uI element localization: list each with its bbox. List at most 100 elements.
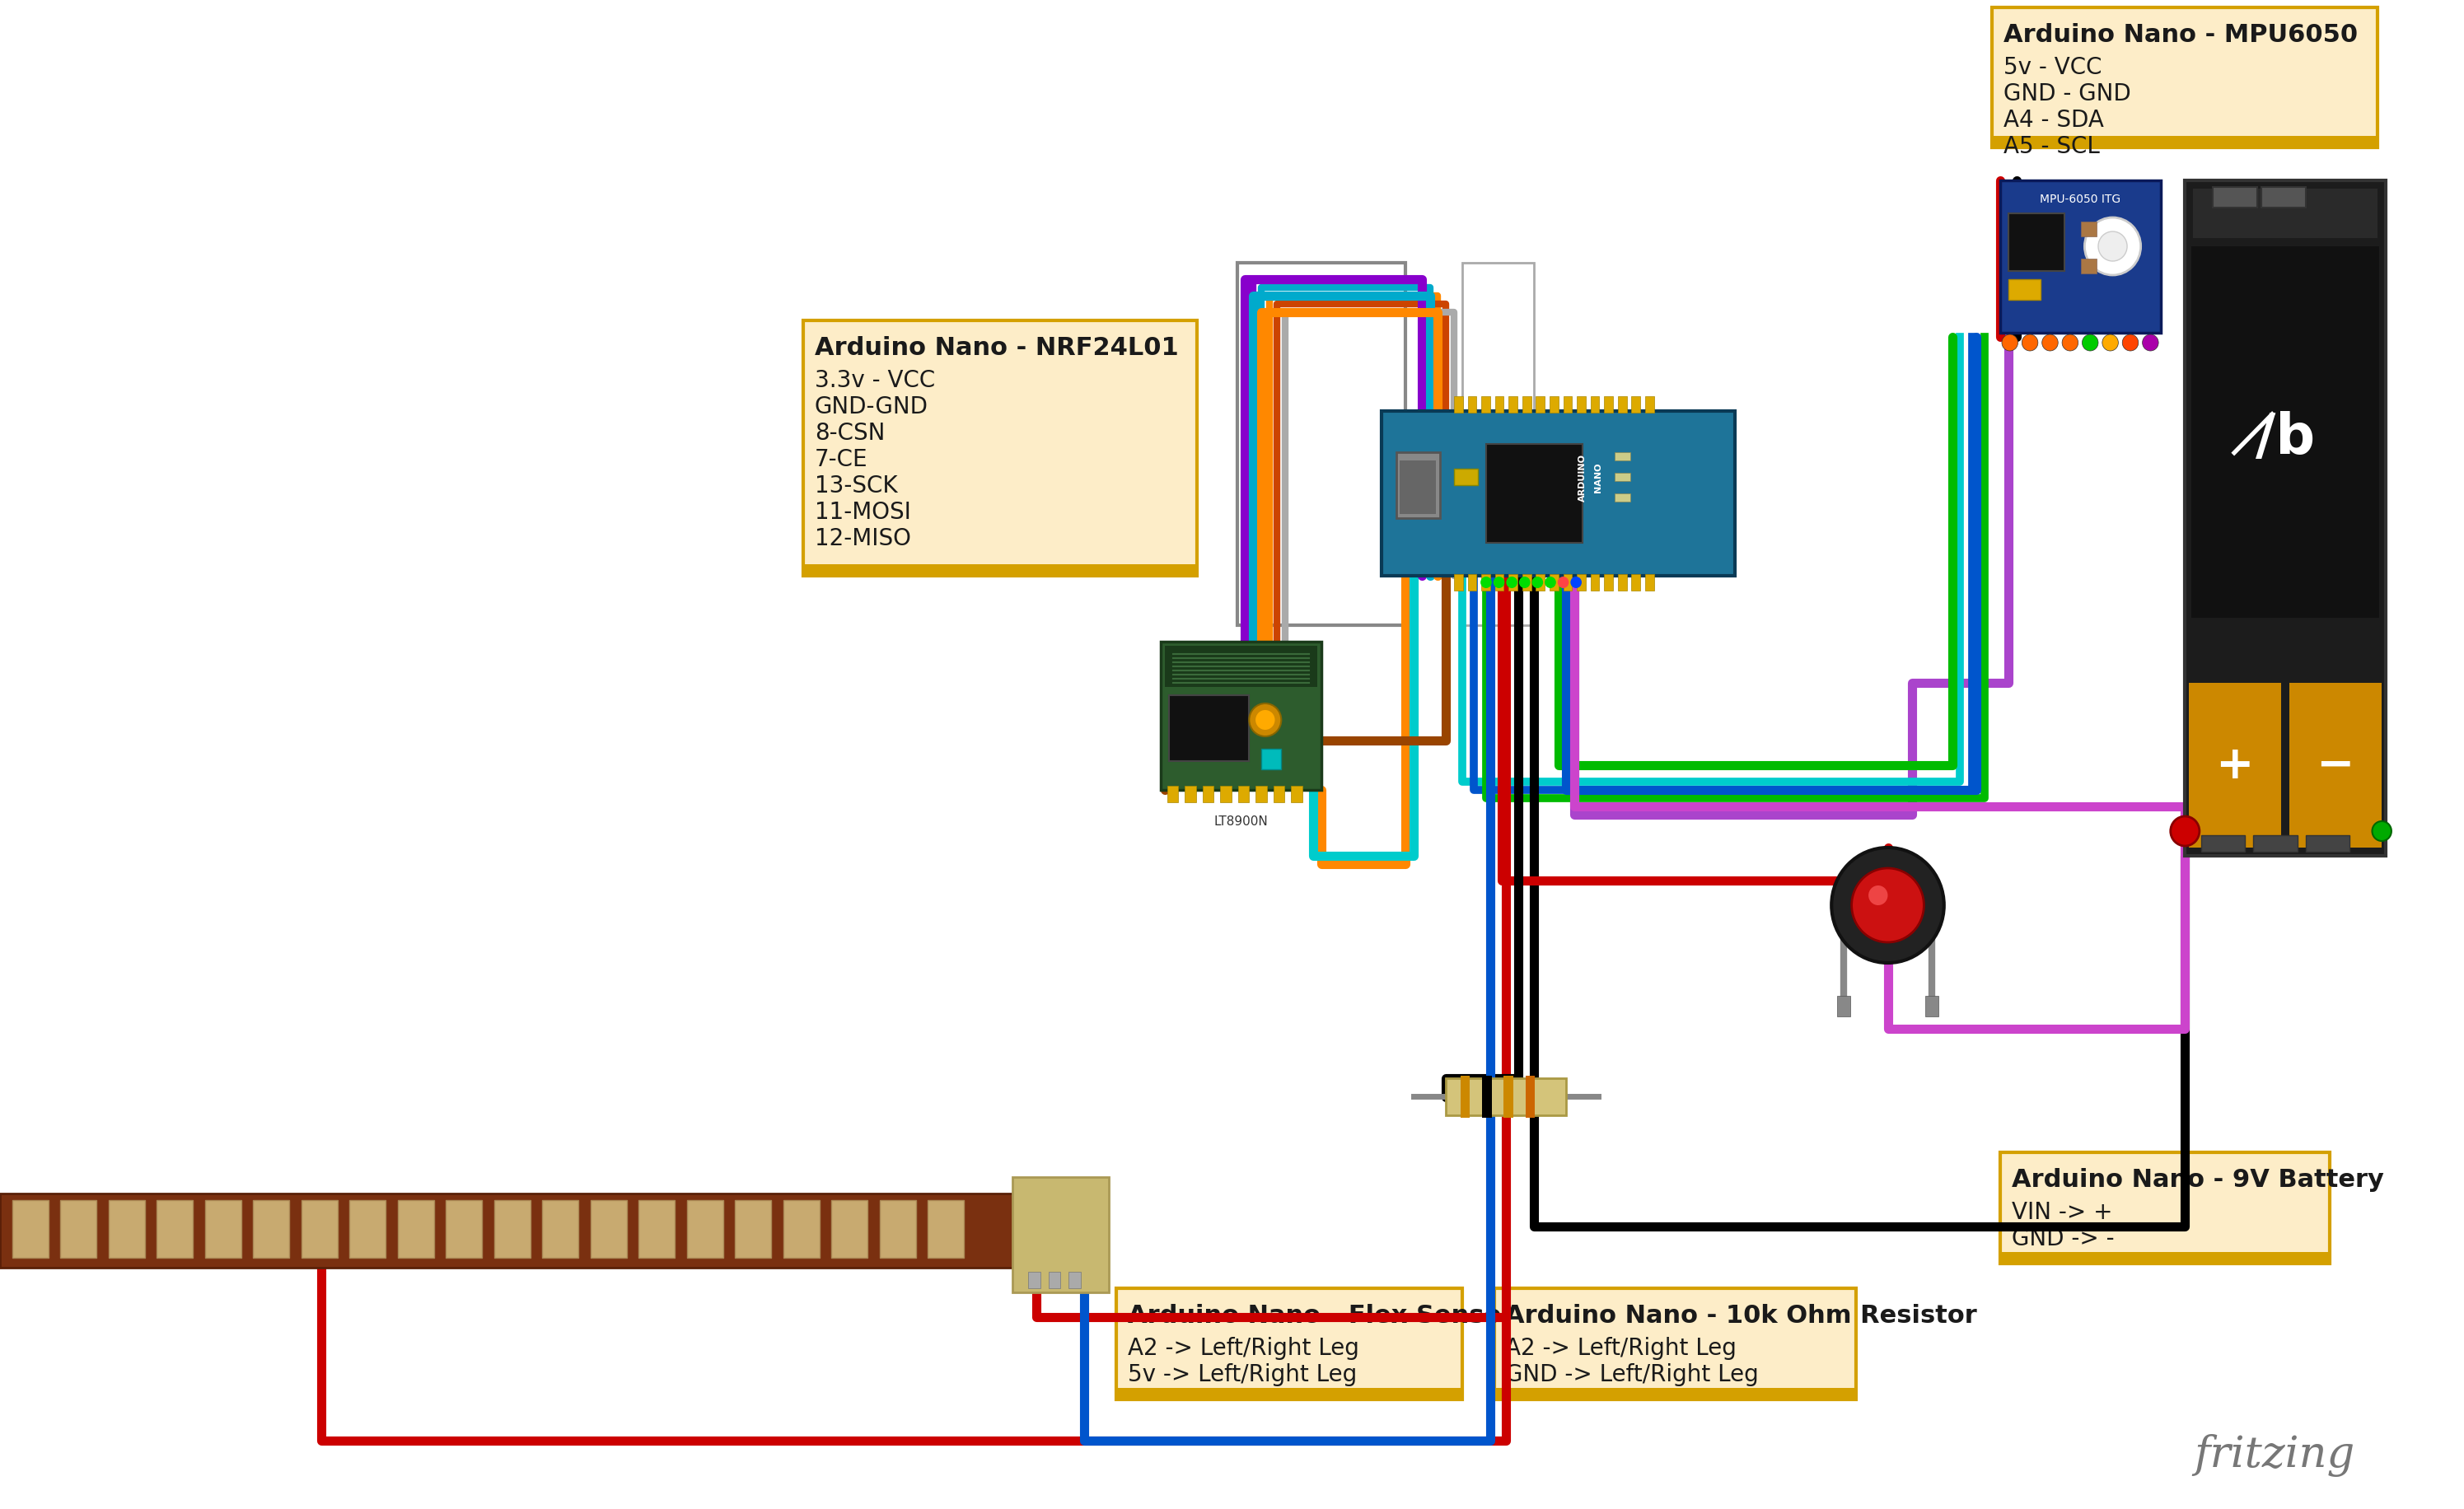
Bar xyxy=(2001,181,2161,333)
Circle shape xyxy=(1545,576,1555,589)
Bar xyxy=(1496,575,1503,592)
Bar xyxy=(2213,187,2257,208)
Text: GND -> -: GND -> - xyxy=(2011,1227,2114,1249)
Bar xyxy=(1116,1388,1461,1399)
Bar xyxy=(1481,397,1491,413)
Bar xyxy=(1397,453,1441,519)
Text: LT8900N: LT8900N xyxy=(1215,815,1269,827)
Bar xyxy=(1993,137,2378,148)
Bar xyxy=(1237,786,1249,803)
Bar xyxy=(12,1200,49,1259)
Circle shape xyxy=(2122,335,2139,352)
Bar xyxy=(2252,836,2296,853)
Bar xyxy=(1631,575,1641,592)
Bar xyxy=(687,1200,722,1259)
Bar xyxy=(1577,575,1587,592)
Text: /̸b: /̸b xyxy=(2255,410,2316,465)
Bar xyxy=(2008,214,2065,272)
Bar xyxy=(1291,786,1301,803)
Text: Arduino Nano - 9V Battery: Arduino Nano - 9V Battery xyxy=(2011,1168,2383,1191)
Bar xyxy=(1592,575,1599,592)
Bar xyxy=(2200,836,2245,853)
Bar xyxy=(929,1200,963,1259)
Text: ARDUINO: ARDUINO xyxy=(1579,454,1587,501)
Bar xyxy=(1274,786,1284,803)
Circle shape xyxy=(2062,335,2077,352)
Bar xyxy=(803,321,1198,576)
Bar xyxy=(1604,575,1614,592)
Bar xyxy=(397,1200,434,1259)
Circle shape xyxy=(1518,576,1530,589)
Bar xyxy=(1486,445,1582,543)
Bar xyxy=(1168,786,1178,803)
Text: 8-CSN: 8-CSN xyxy=(816,421,885,445)
Bar xyxy=(1535,397,1545,413)
Text: Arduino Nano - NRF24L01: Arduino Nano - NRF24L01 xyxy=(816,337,1178,359)
Bar xyxy=(1619,575,1626,592)
Text: 13-SCK: 13-SCK xyxy=(816,474,897,498)
Circle shape xyxy=(2023,335,2038,352)
Bar xyxy=(1481,1076,1491,1118)
Circle shape xyxy=(1257,711,1274,730)
Text: Arduino Nano - Flex Sensor: Arduino Nano - Flex Sensor xyxy=(1129,1304,1513,1326)
Circle shape xyxy=(2373,821,2393,842)
Circle shape xyxy=(2171,816,2200,847)
Bar xyxy=(1523,575,1530,592)
Circle shape xyxy=(1506,576,1518,589)
Bar xyxy=(1469,397,1476,413)
Bar xyxy=(2289,684,2383,848)
Bar xyxy=(1446,1079,1567,1115)
Bar xyxy=(1577,397,1587,413)
Bar xyxy=(1646,575,1653,592)
Text: 7-CE: 7-CE xyxy=(816,448,867,471)
Circle shape xyxy=(1249,703,1281,736)
Bar xyxy=(2080,222,2097,237)
Circle shape xyxy=(1533,576,1542,589)
Circle shape xyxy=(2082,335,2099,352)
Bar xyxy=(1646,397,1653,413)
Bar xyxy=(1185,786,1195,803)
Circle shape xyxy=(2001,335,2018,352)
Bar xyxy=(803,564,1198,576)
Bar xyxy=(1631,397,1641,413)
Bar xyxy=(158,1200,192,1259)
Bar xyxy=(1461,264,1535,626)
Text: 5v - VCC: 5v - VCC xyxy=(2003,56,2102,78)
Bar xyxy=(108,1200,145,1259)
Circle shape xyxy=(1493,576,1506,589)
Text: MPU-6050 ITG: MPU-6050 ITG xyxy=(2040,193,2122,205)
Bar xyxy=(1523,397,1530,413)
Bar xyxy=(2306,836,2351,853)
Circle shape xyxy=(1868,886,1887,905)
Bar xyxy=(1237,264,1407,626)
Circle shape xyxy=(1850,869,1924,943)
Text: A2 -> Left/Right Leg: A2 -> Left/Right Leg xyxy=(1129,1335,1360,1360)
Bar xyxy=(1496,397,1503,413)
Bar xyxy=(1993,8,2378,148)
Bar xyxy=(1550,575,1557,592)
Bar xyxy=(1619,397,1626,413)
Circle shape xyxy=(1831,848,1944,963)
Bar xyxy=(1116,1289,1461,1399)
Bar xyxy=(1262,748,1281,770)
Bar xyxy=(1503,1076,1513,1118)
Bar xyxy=(2008,279,2040,300)
Text: 3.3v - VCC: 3.3v - VCC xyxy=(816,368,934,392)
Text: Arduino Nano - 10k Ohm Resistor: Arduino Nano - 10k Ohm Resistor xyxy=(1506,1304,1976,1326)
Bar xyxy=(1481,575,1491,592)
Bar xyxy=(1168,696,1249,762)
Bar xyxy=(734,1200,771,1259)
Bar xyxy=(542,1200,579,1259)
Text: fritzing: fritzing xyxy=(2193,1434,2356,1476)
Bar xyxy=(1454,575,1464,592)
Text: GND - GND: GND - GND xyxy=(2003,83,2131,106)
Bar xyxy=(1508,397,1518,413)
Circle shape xyxy=(2085,219,2141,276)
Bar xyxy=(1550,397,1557,413)
Bar xyxy=(59,1200,96,1259)
Bar xyxy=(2193,189,2378,238)
Bar xyxy=(1614,474,1631,481)
Bar xyxy=(2080,260,2097,275)
Text: 5v -> Left/Right Leg: 5v -> Left/Right Leg xyxy=(1129,1363,1358,1385)
Bar xyxy=(1220,786,1232,803)
